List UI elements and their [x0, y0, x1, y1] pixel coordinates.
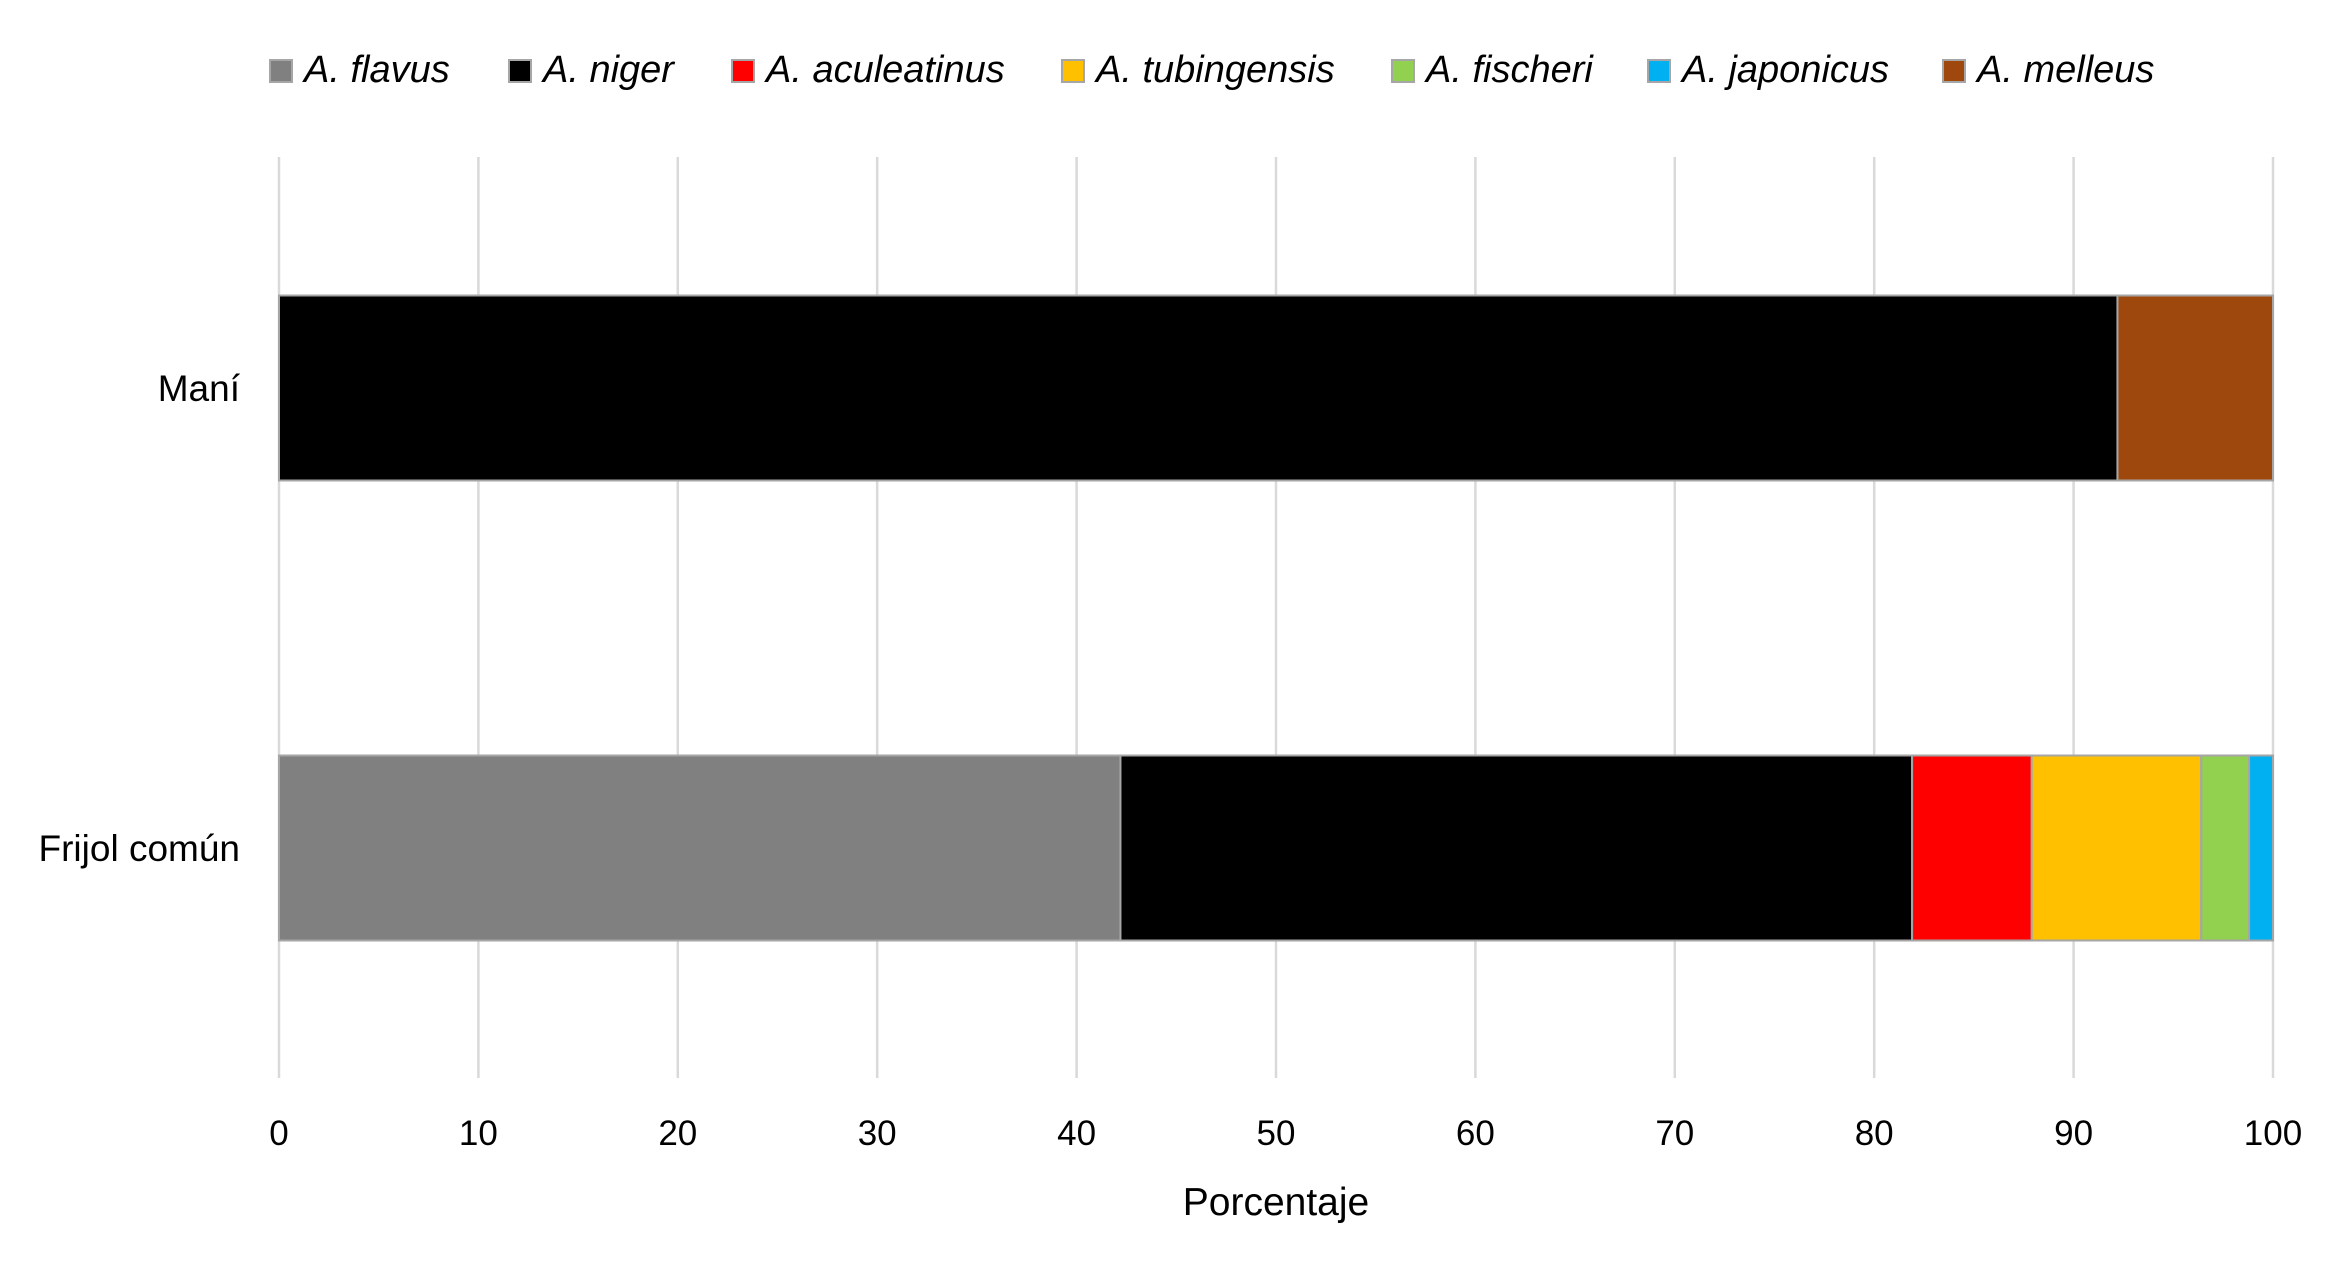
x-axis-title: Porcentaje: [1183, 1181, 1369, 1224]
legend-swatch-a-aculeatinus: [731, 59, 755, 83]
legend-label-a-tubingensis: A. tubingensis: [1094, 49, 1335, 91]
legend-swatch-a-japonicus: [1647, 59, 1671, 83]
bar-frijol-comun-a-fischeri: [2200, 754, 2251, 942]
axes: Porcentaje 0 10 20 30 40 50 60 70 80 90 100 Maní Fri…: [39, 368, 2303, 1224]
legend-label-a-niger: A. niger: [541, 49, 675, 91]
legend-swatch-a-fischeri: [1391, 59, 1415, 83]
y-category-label-mani: Maní: [158, 368, 241, 409]
x-tick-label-90: 90: [2054, 1114, 2093, 1153]
legend-label-a-melleus: A. melleus: [1975, 49, 2154, 91]
legend-label-a-japonicus: A. japonicus: [1680, 49, 1889, 91]
x-tick-label-60: 60: [1456, 1114, 1495, 1153]
x-tick-label-70: 70: [1655, 1114, 1694, 1153]
bars: [278, 294, 2275, 942]
bar-frijol-comun-a-aculeatinus: [1911, 754, 2033, 942]
y-category-label-frijol-comun: Frijol común: [39, 828, 241, 869]
legend-swatch-a-melleus: [1942, 59, 1966, 83]
bar-frijol-comun-a-japonicus: [2248, 754, 2275, 942]
bar-frijol-comun-a-niger: [1119, 754, 1914, 942]
x-tick-label-100: 100: [2244, 1114, 2302, 1153]
x-tick-label-40: 40: [1057, 1114, 1096, 1153]
bar-frijol-comun-a-flavus: [278, 754, 1122, 942]
bar-mani-a-niger: [278, 294, 2119, 482]
x-tick-label-20: 20: [658, 1114, 697, 1153]
legend-swatch-a-niger: [508, 59, 532, 83]
legend-label-a-flavus: A. flavus: [302, 49, 450, 91]
legend-swatch-a-tubingensis: [1061, 59, 1085, 83]
legend-label-a-fischeri: A. fischeri: [1424, 49, 1594, 91]
bar-mani-a-melleus: [2116, 294, 2275, 482]
legend: A. flavus A. niger A. aculeatinus A. tubing…: [269, 49, 2154, 91]
x-tick-label-30: 30: [858, 1114, 897, 1153]
legend-swatch-a-flavus: [269, 59, 293, 83]
x-tick-label-0: 0: [269, 1114, 288, 1153]
x-tick-label-10: 10: [459, 1114, 498, 1153]
x-tick-label-80: 80: [1855, 1114, 1894, 1153]
x-tick-label-50: 50: [1257, 1114, 1296, 1153]
bar-frijol-comun-a-tubingensis: [2030, 754, 2203, 942]
legend-label-a-aculeatinus: A. aculeatinus: [764, 49, 1005, 91]
